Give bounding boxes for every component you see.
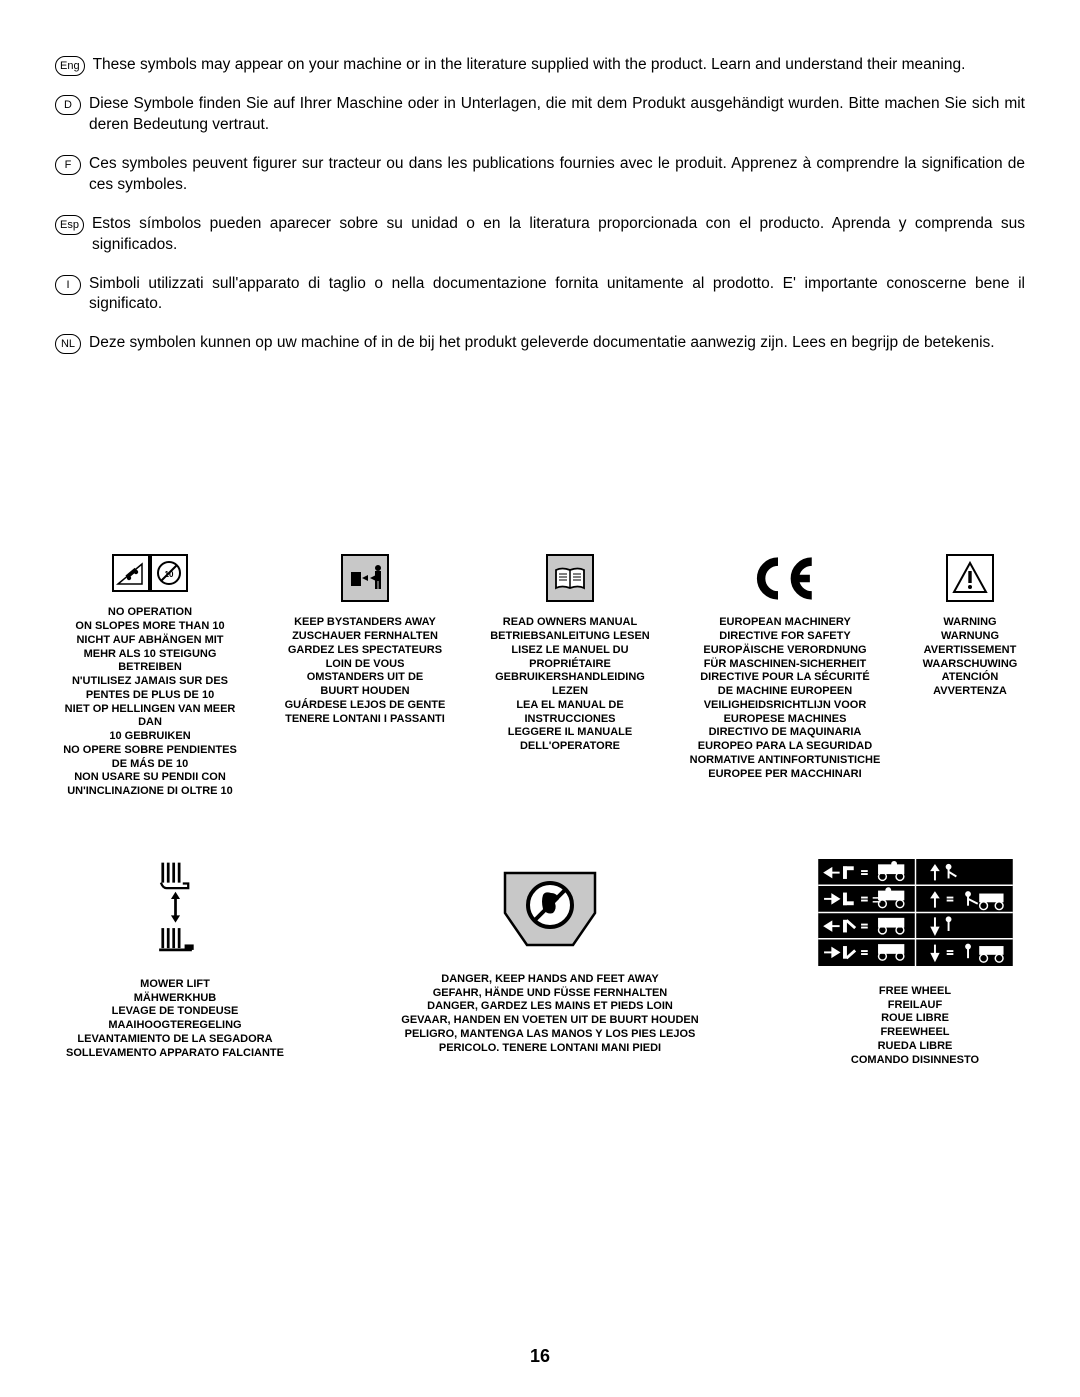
warning-icon [946, 554, 994, 602]
ce-caption: EUROPEAN MACHINERYDIRECTIVE FOR SAFETYEU… [690, 616, 881, 781]
svg-text:=: = [946, 946, 953, 959]
svg-text:=: = [861, 893, 868, 906]
svg-text:10: 10 [165, 570, 174, 579]
symbol-bystanders: KEEP BYSTANDERS AWAYZUSCHAUER FERNHALTEN… [278, 554, 453, 799]
mowerlift-caption: MOWER LIFTMÄHWERKHUBLEVAGE DE TONDEUSEMA… [66, 978, 284, 1061]
lang-badge-f: F [55, 155, 81, 175]
page-number: 16 [0, 1346, 1080, 1367]
svg-text:=: = [861, 920, 868, 933]
lang-badge-eng: Eng [55, 56, 85, 76]
intro-text-esp: Estos símbolos pueden aparecer sobre su … [92, 214, 1025, 256]
intro-text-d: Diese Symbole finden Sie auf Ihrer Masch… [89, 94, 1025, 136]
symbol-freewheel: = = = [810, 859, 1020, 1068]
danger-icon [495, 859, 605, 959]
svg-text:=: = [861, 866, 868, 879]
slope-caption: NO OPERATIONON SLOPES MORE THAN 10NICHT … [55, 606, 245, 799]
lang-badge-nl: NL [55, 334, 81, 354]
intro-text-eng: These symbols may appear on your machine… [93, 55, 1025, 76]
intro-text-nl: Deze symbolen kunnen op uw machine of in… [89, 333, 1025, 354]
symbol-ce: EUROPEAN MACHINERYDIRECTIVE FOR SAFETYEU… [688, 554, 883, 799]
freewheel-caption: FREE WHEELFREILAUFROUE LIBREFREEWHEELRUE… [851, 985, 979, 1068]
mowerlift-icon [148, 859, 203, 964]
symbols-row-2: MOWER LIFTMÄHWERKHUBLEVAGE DE TONDEUSEMA… [55, 859, 1025, 1068]
symbol-slope: 10 NO OPERATIONON SLOPES MORE THAN 10NIC… [55, 554, 245, 799]
freewheel-icon: = = = [818, 859, 1013, 971]
manual-caption: READ OWNERS MANUALBETRIEBSANLEITUNG LESE… [490, 616, 650, 754]
symbol-mowerlift: MOWER LIFTMÄHWERKHUBLEVAGE DE TONDEUSEMA… [60, 859, 290, 1068]
symbol-warning: WARNINGWARNUNGAVERTISSEMENTWAARSCHUWINGA… [915, 554, 1025, 799]
lang-badge-d: D [55, 95, 81, 115]
symbol-danger: DANGER, KEEP HANDS AND FEET AWAYGEFAHR, … [380, 859, 720, 1068]
svg-text:=: = [946, 893, 953, 906]
intro-section: Eng These symbols may appear on your mac… [55, 55, 1025, 354]
bystanders-caption: KEEP BYSTANDERS AWAYZUSCHAUER FERNHALTEN… [285, 616, 446, 726]
ce-icon [748, 554, 823, 602]
lang-badge-i: I [55, 275, 81, 295]
warning-caption: WARNINGWARNUNGAVERTISSEMENTWAARSCHUWINGA… [923, 616, 1018, 699]
danger-caption: DANGER, KEEP HANDS AND FEET AWAYGEFAHR, … [401, 973, 698, 1056]
intro-text-i: Simboli utilizzati sull'apparato di tagl… [89, 274, 1025, 316]
symbols-row-1: 10 NO OPERATIONON SLOPES MORE THAN 10NIC… [55, 554, 1025, 799]
intro-eng: Eng These symbols may appear on your mac… [55, 55, 1025, 76]
intro-esp: Esp Estos símbolos pueden aparecer sobre… [55, 214, 1025, 256]
bystanders-icon [341, 554, 389, 602]
lang-badge-esp: Esp [55, 215, 84, 235]
intro-text-f: Ces symboles peuvent figurer sur tracteu… [89, 154, 1025, 196]
intro-i: I Simboli utilizzati sull'apparato di ta… [55, 274, 1025, 316]
symbol-manual: READ OWNERS MANUALBETRIEBSANLEITUNG LESE… [485, 554, 655, 799]
intro-f: F Ces symboles peuvent figurer sur tract… [55, 154, 1025, 196]
manual-icon [546, 554, 594, 602]
intro-d: D Diese Symbole finden Sie auf Ihrer Mas… [55, 94, 1025, 136]
slope-icon: 10 [112, 554, 188, 592]
intro-nl: NL Deze symbolen kunnen op uw machine of… [55, 333, 1025, 354]
svg-text:=: = [861, 946, 868, 959]
